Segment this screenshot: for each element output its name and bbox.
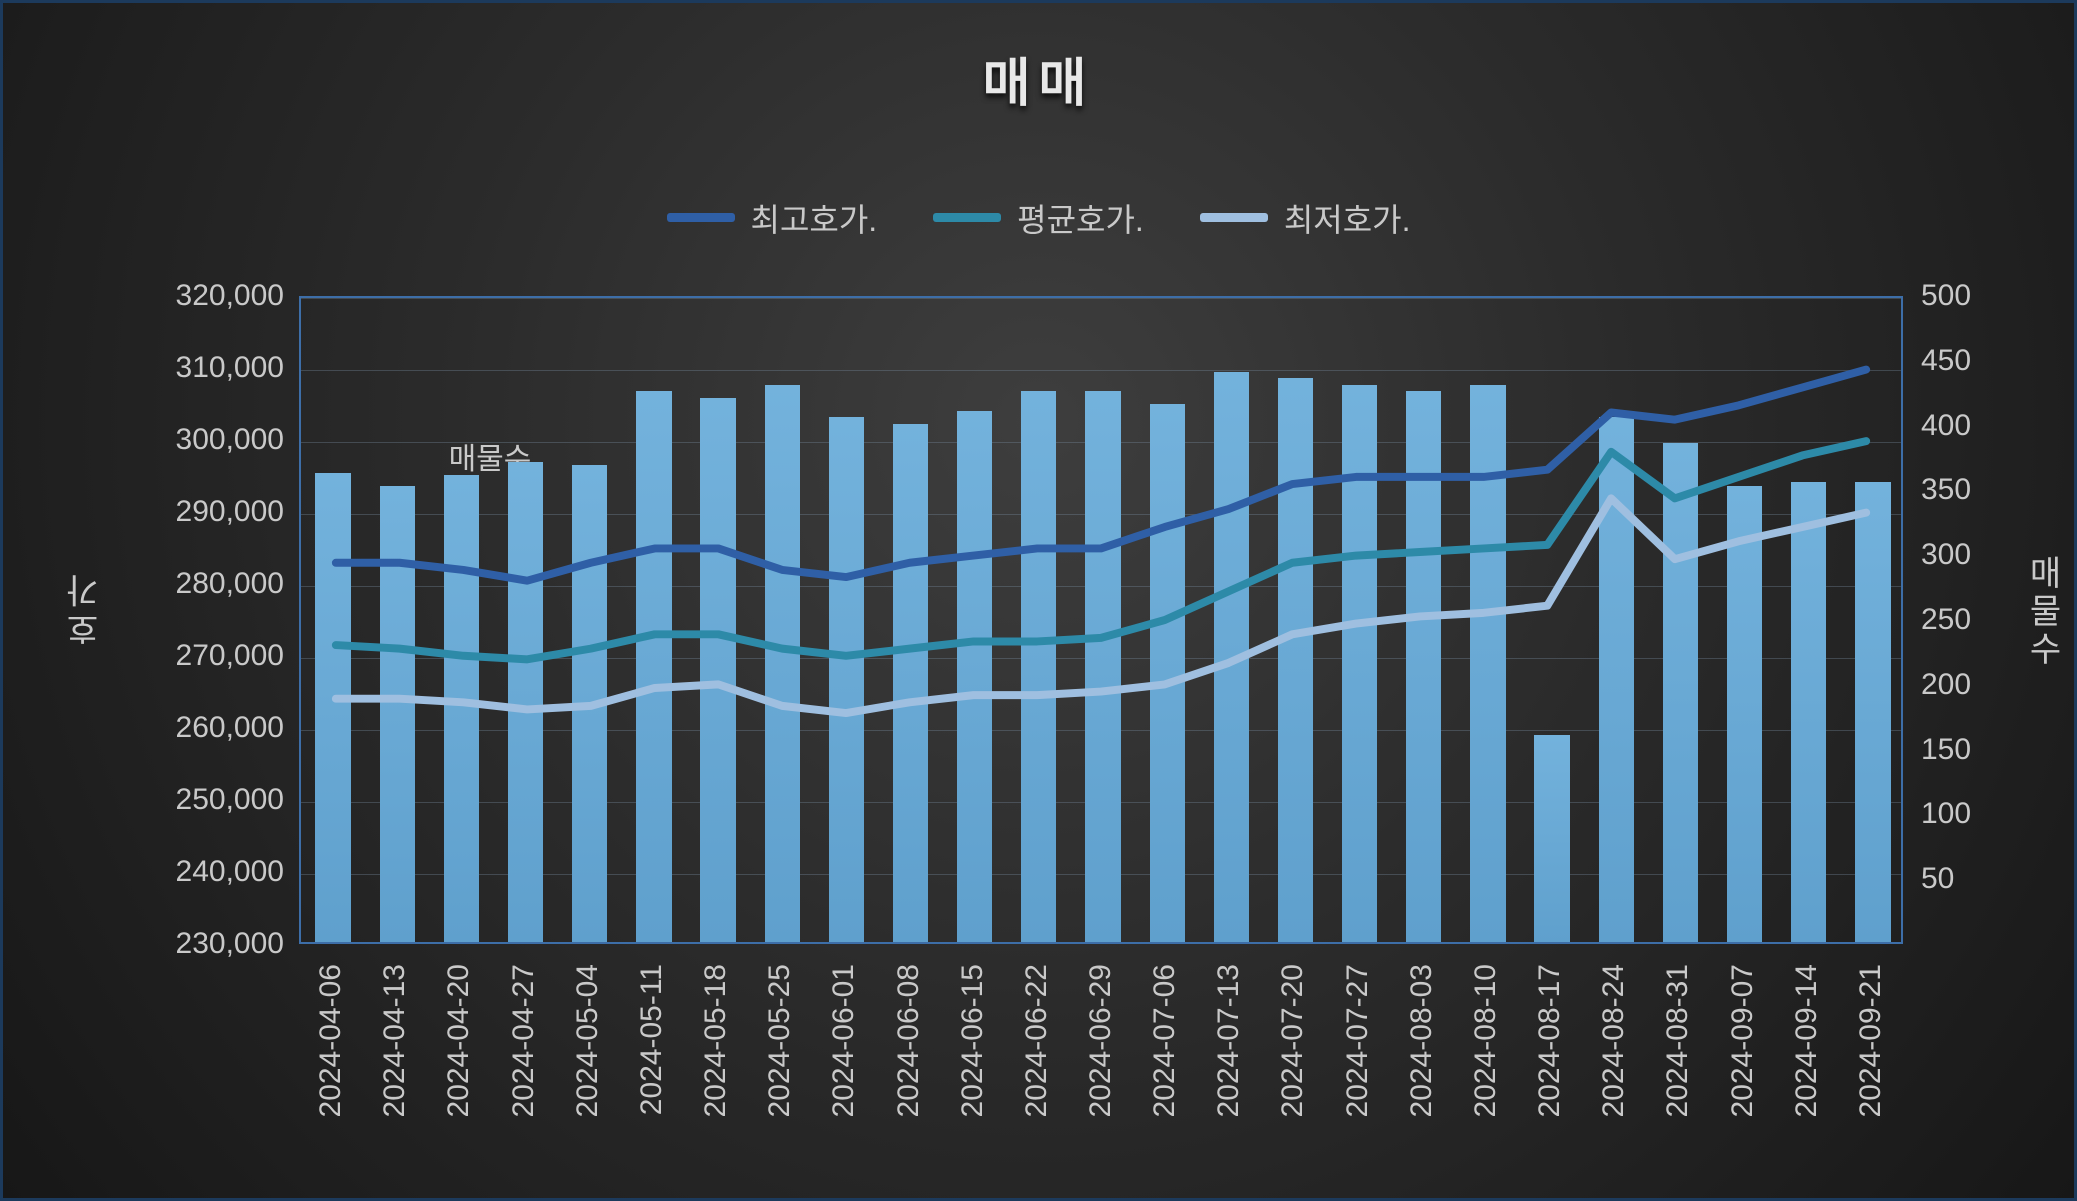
x-tick: 2024-06-22: [1020, 964, 1054, 1117]
line-최저호가: [336, 498, 1866, 713]
legend-swatch: [1200, 213, 1268, 222]
x-tick: 2024-08-24: [1597, 964, 1631, 1117]
x-tick: 2024-06-15: [956, 964, 990, 1117]
y-right-tick: 350: [1921, 473, 1971, 507]
y-left-tick: 300,000: [176, 423, 284, 457]
y-left-tick: 290,000: [176, 495, 284, 529]
x-axis-labels: 2024-04-06 2024-04-13 2024-04-20 2024-04-27…: [299, 964, 1903, 1194]
chart-frame: 매매 최고호가. 평균호가. 최저호가. 호가 매물수 230,000 240,000…: [0, 0, 2077, 1201]
chart-title: 매매: [3, 41, 2074, 116]
legend-label: 최저호가.: [1284, 195, 1411, 241]
x-tick: 2024-05-18: [699, 964, 733, 1117]
y-left-tick: 260,000: [176, 711, 284, 745]
y-left-tick: 230,000: [176, 927, 284, 961]
x-tick: 2024-08-31: [1661, 964, 1695, 1117]
y-right-axis-title: 매물수: [2018, 555, 2067, 669]
plot-area: 매물수.: [299, 296, 1903, 944]
y-right-tick: 400: [1921, 409, 1971, 443]
x-tick: 2024-04-06: [314, 964, 348, 1117]
y-left-labels: 230,000240,000250,000260,000270,000280,0…: [149, 296, 284, 944]
legend-item: 최고호가.: [667, 195, 878, 241]
x-tick: 2024-07-06: [1148, 964, 1182, 1117]
x-tick: 2024-04-20: [442, 964, 476, 1117]
legend-swatch: [933, 213, 1001, 222]
x-tick: 2024-08-17: [1533, 964, 1567, 1117]
legend-label: 평균호가.: [1017, 195, 1144, 241]
y-right-tick: 250: [1921, 603, 1971, 637]
legend-item: 최저호가.: [1200, 195, 1411, 241]
legend-label: 최고호가.: [751, 195, 878, 241]
y-left-tick: 280,000: [176, 567, 284, 601]
x-tick: 2024-09-14: [1790, 964, 1824, 1117]
y-left-tick: 240,000: [176, 855, 284, 889]
y-right-tick: 450: [1921, 344, 1971, 378]
x-tick: 2024-06-01: [827, 964, 861, 1117]
y-left-axis-title: 호가: [61, 570, 110, 646]
y-left-tick: 320,000: [176, 279, 284, 313]
x-tick: 2024-07-27: [1341, 964, 1375, 1117]
y-left-tick: 310,000: [176, 351, 284, 385]
x-tick: 2024-04-13: [378, 964, 412, 1117]
x-tick: 2024-04-27: [507, 964, 541, 1117]
x-tick: 2024-09-21: [1854, 964, 1888, 1117]
x-tick: 2024-07-20: [1276, 964, 1310, 1117]
y-right-tick: 200: [1921, 668, 1971, 702]
x-tick: 2024-06-08: [892, 964, 926, 1117]
legend: 최고호가. 평균호가. 최저호가.: [3, 193, 2074, 241]
x-tick: 2024-05-25: [763, 964, 797, 1117]
x-tick: 2024-07-13: [1212, 964, 1246, 1117]
y-right-tick: 500: [1921, 279, 1971, 313]
x-tick: 2024-08-10: [1469, 964, 1503, 1117]
y-right-labels: 50100150200250300350400450500: [1921, 296, 2021, 944]
y-right-tick: 50: [1921, 862, 1954, 896]
line-series-svg: [301, 298, 1901, 942]
y-right-tick: 300: [1921, 538, 1971, 572]
x-tick: 2024-09-07: [1726, 964, 1760, 1117]
y-right-tick: 150: [1921, 733, 1971, 767]
y-right-tick: 100: [1921, 797, 1971, 831]
x-tick: 2024-05-04: [571, 964, 605, 1117]
x-tick: 2024-05-11: [635, 964, 669, 1115]
legend-swatch: [667, 213, 735, 222]
y-left-tick: 250,000: [176, 783, 284, 817]
x-tick: 2024-08-03: [1405, 964, 1439, 1117]
legend-item: 평균호가.: [933, 195, 1144, 241]
x-tick: 2024-06-29: [1084, 964, 1118, 1117]
y-left-tick: 270,000: [176, 639, 284, 673]
